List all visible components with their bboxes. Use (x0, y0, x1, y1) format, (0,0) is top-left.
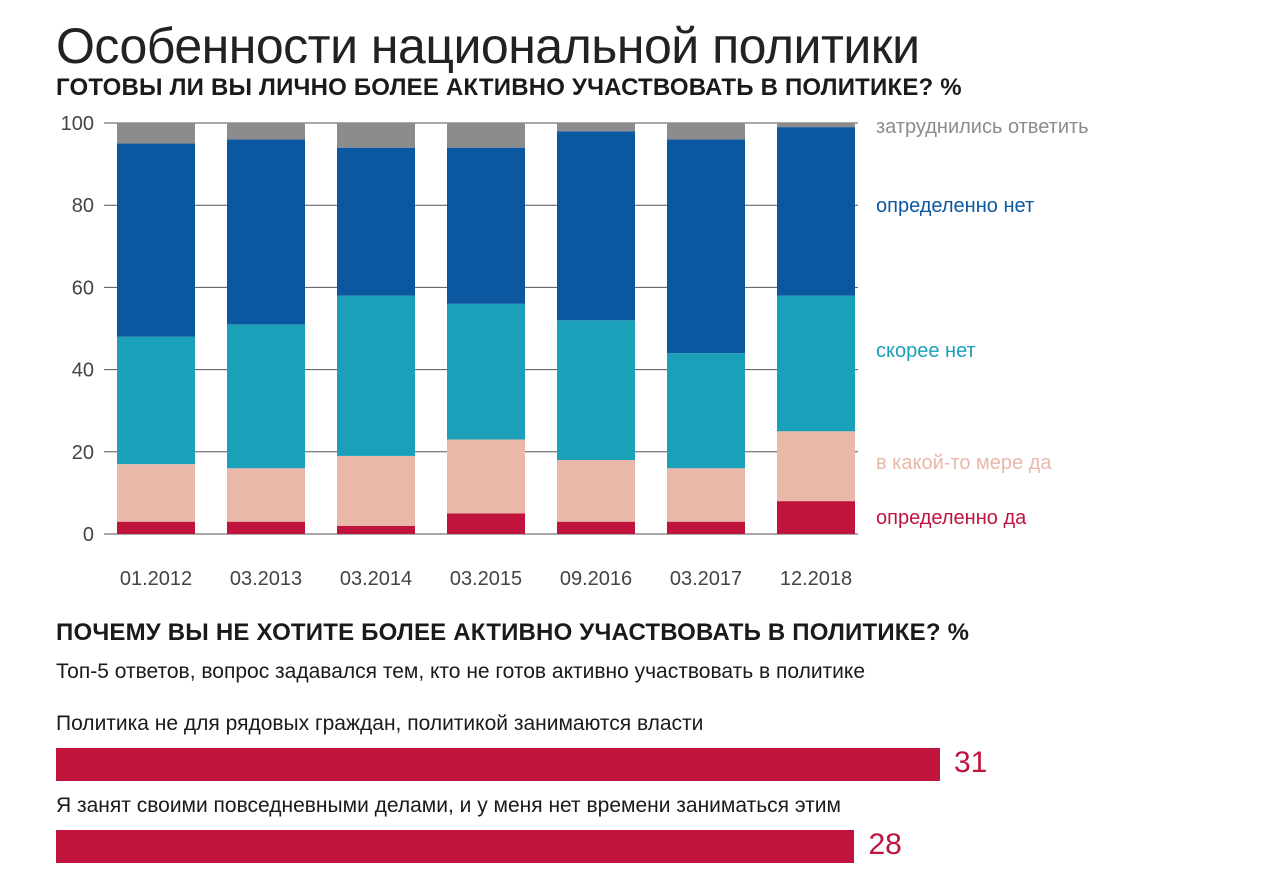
bar-segment (777, 127, 855, 296)
bar-segment (447, 513, 525, 534)
bar-segment (667, 139, 745, 354)
bar-segment (337, 123, 415, 148)
bar-segment (117, 143, 195, 337)
bar-segment (667, 521, 745, 534)
legend-label: определенно да (876, 507, 1027, 529)
bar-segment (227, 123, 305, 140)
y-tick-label: 80 (72, 195, 94, 217)
chart-1-title: ГОТОВЫ ЛИ ВЫ ЛИЧНО БОЛЕЕ АКТИВНО УЧАСТВО… (56, 74, 962, 101)
x-tick-label: 09.2016 (560, 568, 632, 590)
reason-bar (56, 830, 855, 863)
bar-segment (227, 324, 305, 469)
reason-value: 28 (868, 828, 902, 861)
bar-segment (447, 147, 525, 304)
y-tick-label: 100 (61, 113, 94, 135)
x-tick-label: 03.2015 (450, 568, 522, 590)
x-tick-label: 12.2018 (780, 568, 852, 590)
bar-segment (117, 521, 195, 534)
bar-segment (557, 521, 635, 534)
legend-label: скорее нет (876, 340, 976, 362)
chart-2-subtitle: Топ-5 ответов, вопрос задавался тем, кто… (56, 660, 866, 683)
bar-segment (667, 353, 745, 469)
bar-segment (117, 336, 195, 465)
page-title: Особенности национальной политики (56, 18, 920, 74)
bar-segment (117, 123, 195, 144)
bar-segment (777, 123, 855, 128)
bar-segment (557, 131, 635, 321)
bar-segment (447, 123, 525, 148)
bar-segment (337, 147, 415, 296)
y-tick-label: 0 (83, 524, 94, 546)
bar-segment (777, 295, 855, 432)
bar-segment (227, 468, 305, 522)
bar-segment (557, 460, 635, 522)
reason-label: Политика не для рядовых граждан, политик… (56, 712, 704, 735)
bar-segment (777, 501, 855, 534)
x-tick-label: 01.2012 (120, 568, 192, 590)
bar-segment (227, 139, 305, 325)
reason-label: Я занят своими повседневными делами, и у… (56, 794, 841, 817)
x-tick-label: 03.2014 (340, 568, 412, 590)
bar-segment (227, 521, 305, 534)
bar-segment (557, 320, 635, 461)
legend-label: определенно нет (876, 195, 1034, 217)
stacked-bar-chart: 0 20 40 60 80 100 01.2012 03.2013 03.2014 03.2015… (61, 113, 1089, 590)
x-tick-label: 03.2013 (230, 568, 302, 590)
bar-segment (337, 455, 415, 526)
legend-label: в какой-то мере да (876, 452, 1052, 474)
x-tick-label: 03.2017 (670, 568, 742, 590)
y-tick-label: 40 (72, 360, 94, 382)
bar-segment (667, 123, 745, 140)
reason-value: 31 (954, 746, 988, 779)
chart-2-title: ПОЧЕМУ ВЫ НЕ ХОТИТЕ БОЛЕЕ АКТИВНО УЧАСТВ… (56, 619, 970, 646)
bar-segment (447, 303, 525, 440)
legend-label: затруднились ответить (876, 116, 1089, 138)
reason-bar (56, 748, 940, 781)
bar-segment (117, 464, 195, 522)
bar-segment (447, 439, 525, 514)
bar-segment (667, 468, 745, 522)
bar-segment (337, 295, 415, 456)
bar-segment (777, 431, 855, 502)
y-tick-label: 60 (72, 277, 94, 299)
y-tick-label: 20 (72, 442, 94, 464)
bar-segment (557, 123, 635, 132)
bar-segment (337, 525, 415, 534)
